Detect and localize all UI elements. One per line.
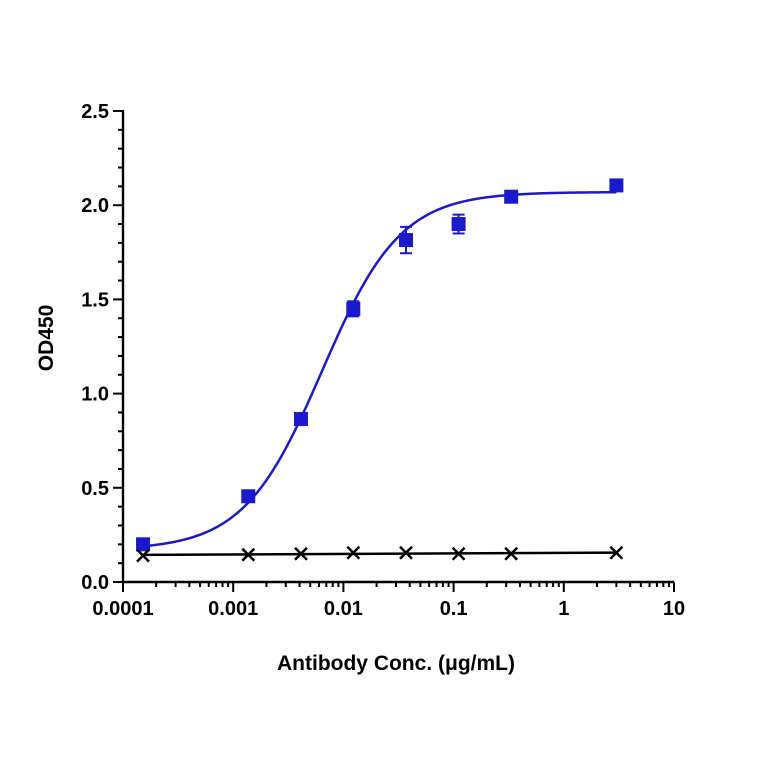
axis-ticks: 0.0 0.5 1.0 1.5 2.0 2.5 0.0001 0.001 0.01 0.1 1 10 bbox=[81, 101, 685, 620]
square-marker bbox=[399, 233, 414, 248]
x-tick-label: 1 bbox=[558, 598, 569, 620]
y-tick-label: 0.5 bbox=[81, 478, 109, 500]
x-tick-label: 10 bbox=[663, 598, 685, 620]
x-tick-label: 0.0001 bbox=[92, 598, 153, 620]
square-marker bbox=[504, 189, 519, 204]
square-marker bbox=[346, 301, 361, 316]
y-tick-label: 2.5 bbox=[81, 101, 109, 123]
x-marker bbox=[346, 545, 361, 560]
sigmoid-fit-curve bbox=[142, 190, 617, 548]
fit-curves bbox=[142, 190, 617, 557]
data-markers bbox=[136, 178, 624, 563]
y-tick-label: 0.0 bbox=[81, 572, 109, 594]
x-tick-label: 0.001 bbox=[208, 598, 258, 620]
y-tick-label: 1.0 bbox=[81, 384, 109, 406]
y-axis-title: OD450 bbox=[35, 305, 58, 372]
square-marker bbox=[136, 537, 151, 552]
x-marker bbox=[136, 548, 150, 563]
x-marker bbox=[451, 546, 466, 561]
x-marker bbox=[399, 545, 413, 560]
x-tick-label: 0.1 bbox=[440, 598, 468, 620]
y-tick-label: 1.5 bbox=[81, 289, 109, 311]
x-marker bbox=[504, 546, 519, 561]
y-tick-label: 2.0 bbox=[81, 195, 109, 217]
square-marker bbox=[241, 489, 256, 504]
x-marker bbox=[241, 547, 256, 562]
axes bbox=[121, 110, 674, 584]
square-marker bbox=[609, 178, 624, 193]
x-tick-label: 0.01 bbox=[324, 598, 363, 620]
x-axis-title: Antibody Conc. (μg/mL) bbox=[277, 652, 515, 675]
baseline-fit-line bbox=[143, 551, 617, 557]
x-marker bbox=[609, 545, 624, 560]
x-marker bbox=[294, 546, 308, 561]
square-marker bbox=[451, 217, 466, 232]
square-marker bbox=[293, 412, 308, 427]
